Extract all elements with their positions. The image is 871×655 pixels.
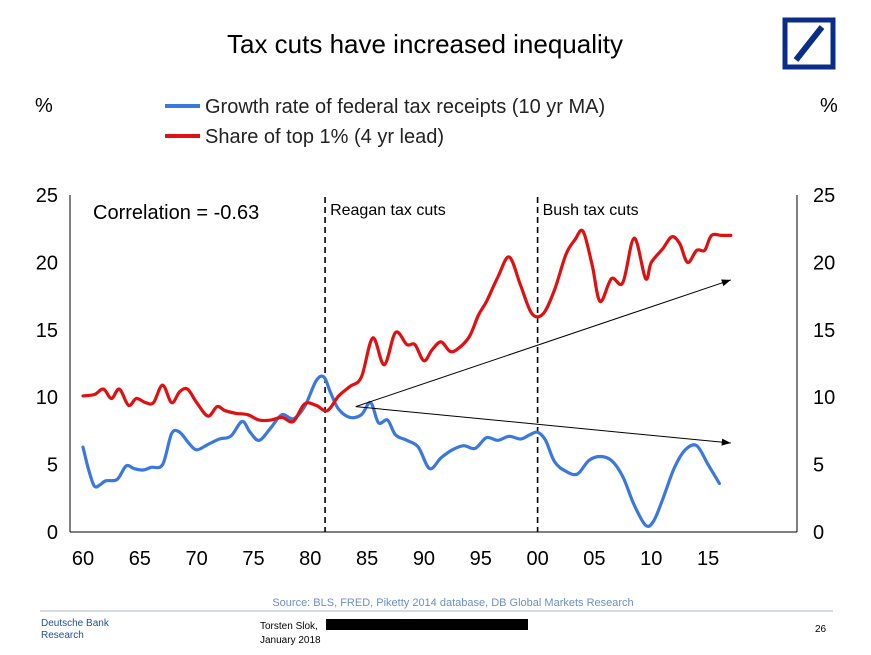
correlation-label: Correlation = -0.63 — [93, 202, 259, 224]
x-axis-ticks: 60 65 70 75 80 85 90 95 00 05 10 15 — [72, 548, 719, 570]
series-lines — [81, 228, 733, 528]
y-tick-left-0: 0 — [47, 522, 58, 544]
y-tick-right-25: 25 — [813, 185, 835, 207]
y-tick-right-10: 10 — [813, 387, 835, 409]
y-tick-right-5: 5 — [813, 455, 824, 477]
series-line-tax-receipts — [81, 374, 721, 528]
footer-page-number: 26 — [815, 624, 827, 635]
x-tick-00: 00 — [526, 548, 548, 570]
footer-org-line1: Deutsche Bank — [41, 618, 110, 629]
x-tick-05: 05 — [583, 548, 605, 570]
y-tick-left-10: 10 — [36, 387, 58, 409]
footer-date: January 2018 — [260, 635, 321, 646]
series-line-top-share — [81, 228, 733, 424]
x-tick-95: 95 — [470, 548, 492, 570]
x-tick-85: 85 — [356, 548, 378, 570]
legend-label-tax-receipts: Growth rate of federal tax receipts (10 … — [205, 96, 605, 118]
left-axis-ticks: 0 5 10 15 20 25 — [36, 185, 58, 544]
y-tick-right-0: 0 — [813, 522, 824, 544]
x-tick-65: 65 — [129, 548, 151, 570]
x-tick-15: 15 — [697, 548, 719, 570]
trend-arrow-line-1 — [355, 406, 731, 444]
redacted-contact-block — [326, 619, 528, 630]
trend-arrow-head-1 — [721, 438, 731, 446]
legend: Growth rate of federal tax receipts (10 … — [165, 96, 605, 148]
source-note: Source: BLS, FRED, Piketty 2014 database… — [272, 597, 633, 609]
deutsche-bank-logo — [782, 17, 836, 70]
right-axis-unit: % — [820, 95, 838, 117]
x-tick-75: 75 — [242, 548, 264, 570]
y-tick-right-20: 20 — [813, 252, 835, 274]
left-axis-unit: % — [35, 95, 53, 117]
y-tick-left-5: 5 — [47, 455, 58, 477]
y-tick-left-15: 15 — [36, 320, 58, 342]
x-tick-90: 90 — [413, 548, 435, 570]
x-tick-10: 10 — [640, 548, 662, 570]
annotation-label-1: Bush tax cuts — [543, 202, 639, 219]
x-tick-80: 80 — [299, 548, 321, 570]
y-tick-left-25: 25 — [36, 185, 58, 207]
footer-org-line2: Research — [41, 630, 84, 641]
right-axis-ticks: 0 5 10 15 20 25 — [813, 185, 835, 544]
y-tick-left-20: 20 — [36, 252, 58, 274]
trend-arrow-line-0 — [355, 279, 731, 408]
legend-label-top-share: Share of top 1% (4 yr lead) — [205, 126, 444, 148]
event-annotations: Reagan tax cuts Bush tax cuts — [324, 197, 639, 532]
y-tick-right-15: 15 — [813, 320, 835, 342]
footer-author: Torsten Slok, — [260, 621, 318, 632]
x-tick-60: 60 — [72, 548, 94, 570]
trend-arrows — [355, 279, 731, 446]
annotation-label-0: Reagan tax cuts — [330, 202, 446, 219]
trend-arrow-head-0 — [721, 279, 731, 287]
chart-title: Tax cuts have increased inequality — [227, 29, 623, 59]
x-tick-70: 70 — [186, 548, 208, 570]
